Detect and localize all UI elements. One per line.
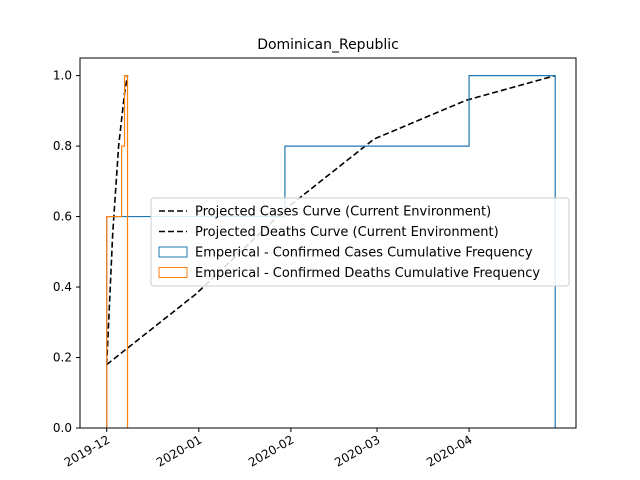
y-tick-label: 0.8 <box>53 139 72 153</box>
legend-swatch-4 <box>158 267 188 278</box>
y-tick-label: 0.0 <box>53 421 72 435</box>
series-line-4 <box>106 75 129 428</box>
series-line-2 <box>105 75 129 365</box>
legend-label-2: Projected Deaths Curve (Current Environm… <box>195 225 499 240</box>
y-tick-label: 1.0 <box>53 69 72 83</box>
legend-label-3: Emperical - Confirmed Cases Cumulative F… <box>195 246 533 261</box>
series-line-1 <box>106 74 556 366</box>
plot-frame <box>79 57 577 429</box>
y-tick-label: 0.6 <box>53 210 72 224</box>
y-tick-label: 0.4 <box>53 280 72 294</box>
chart-title: Dominican_Republic <box>257 37 399 53</box>
series-line-3 <box>106 75 556 428</box>
legend-label-4: Emperical - Confirmed Deaths Cumulative … <box>195 266 540 281</box>
series-layer <box>105 74 556 428</box>
legend-label-1: Projected Cases Curve (Current Environme… <box>195 205 491 220</box>
y-tick-label: 0.2 <box>53 351 72 365</box>
legend-box <box>150 197 570 287</box>
legend: Projected Cases Curve (Current Environme… <box>150 197 570 287</box>
legend-swatch-3 <box>158 246 188 258</box>
